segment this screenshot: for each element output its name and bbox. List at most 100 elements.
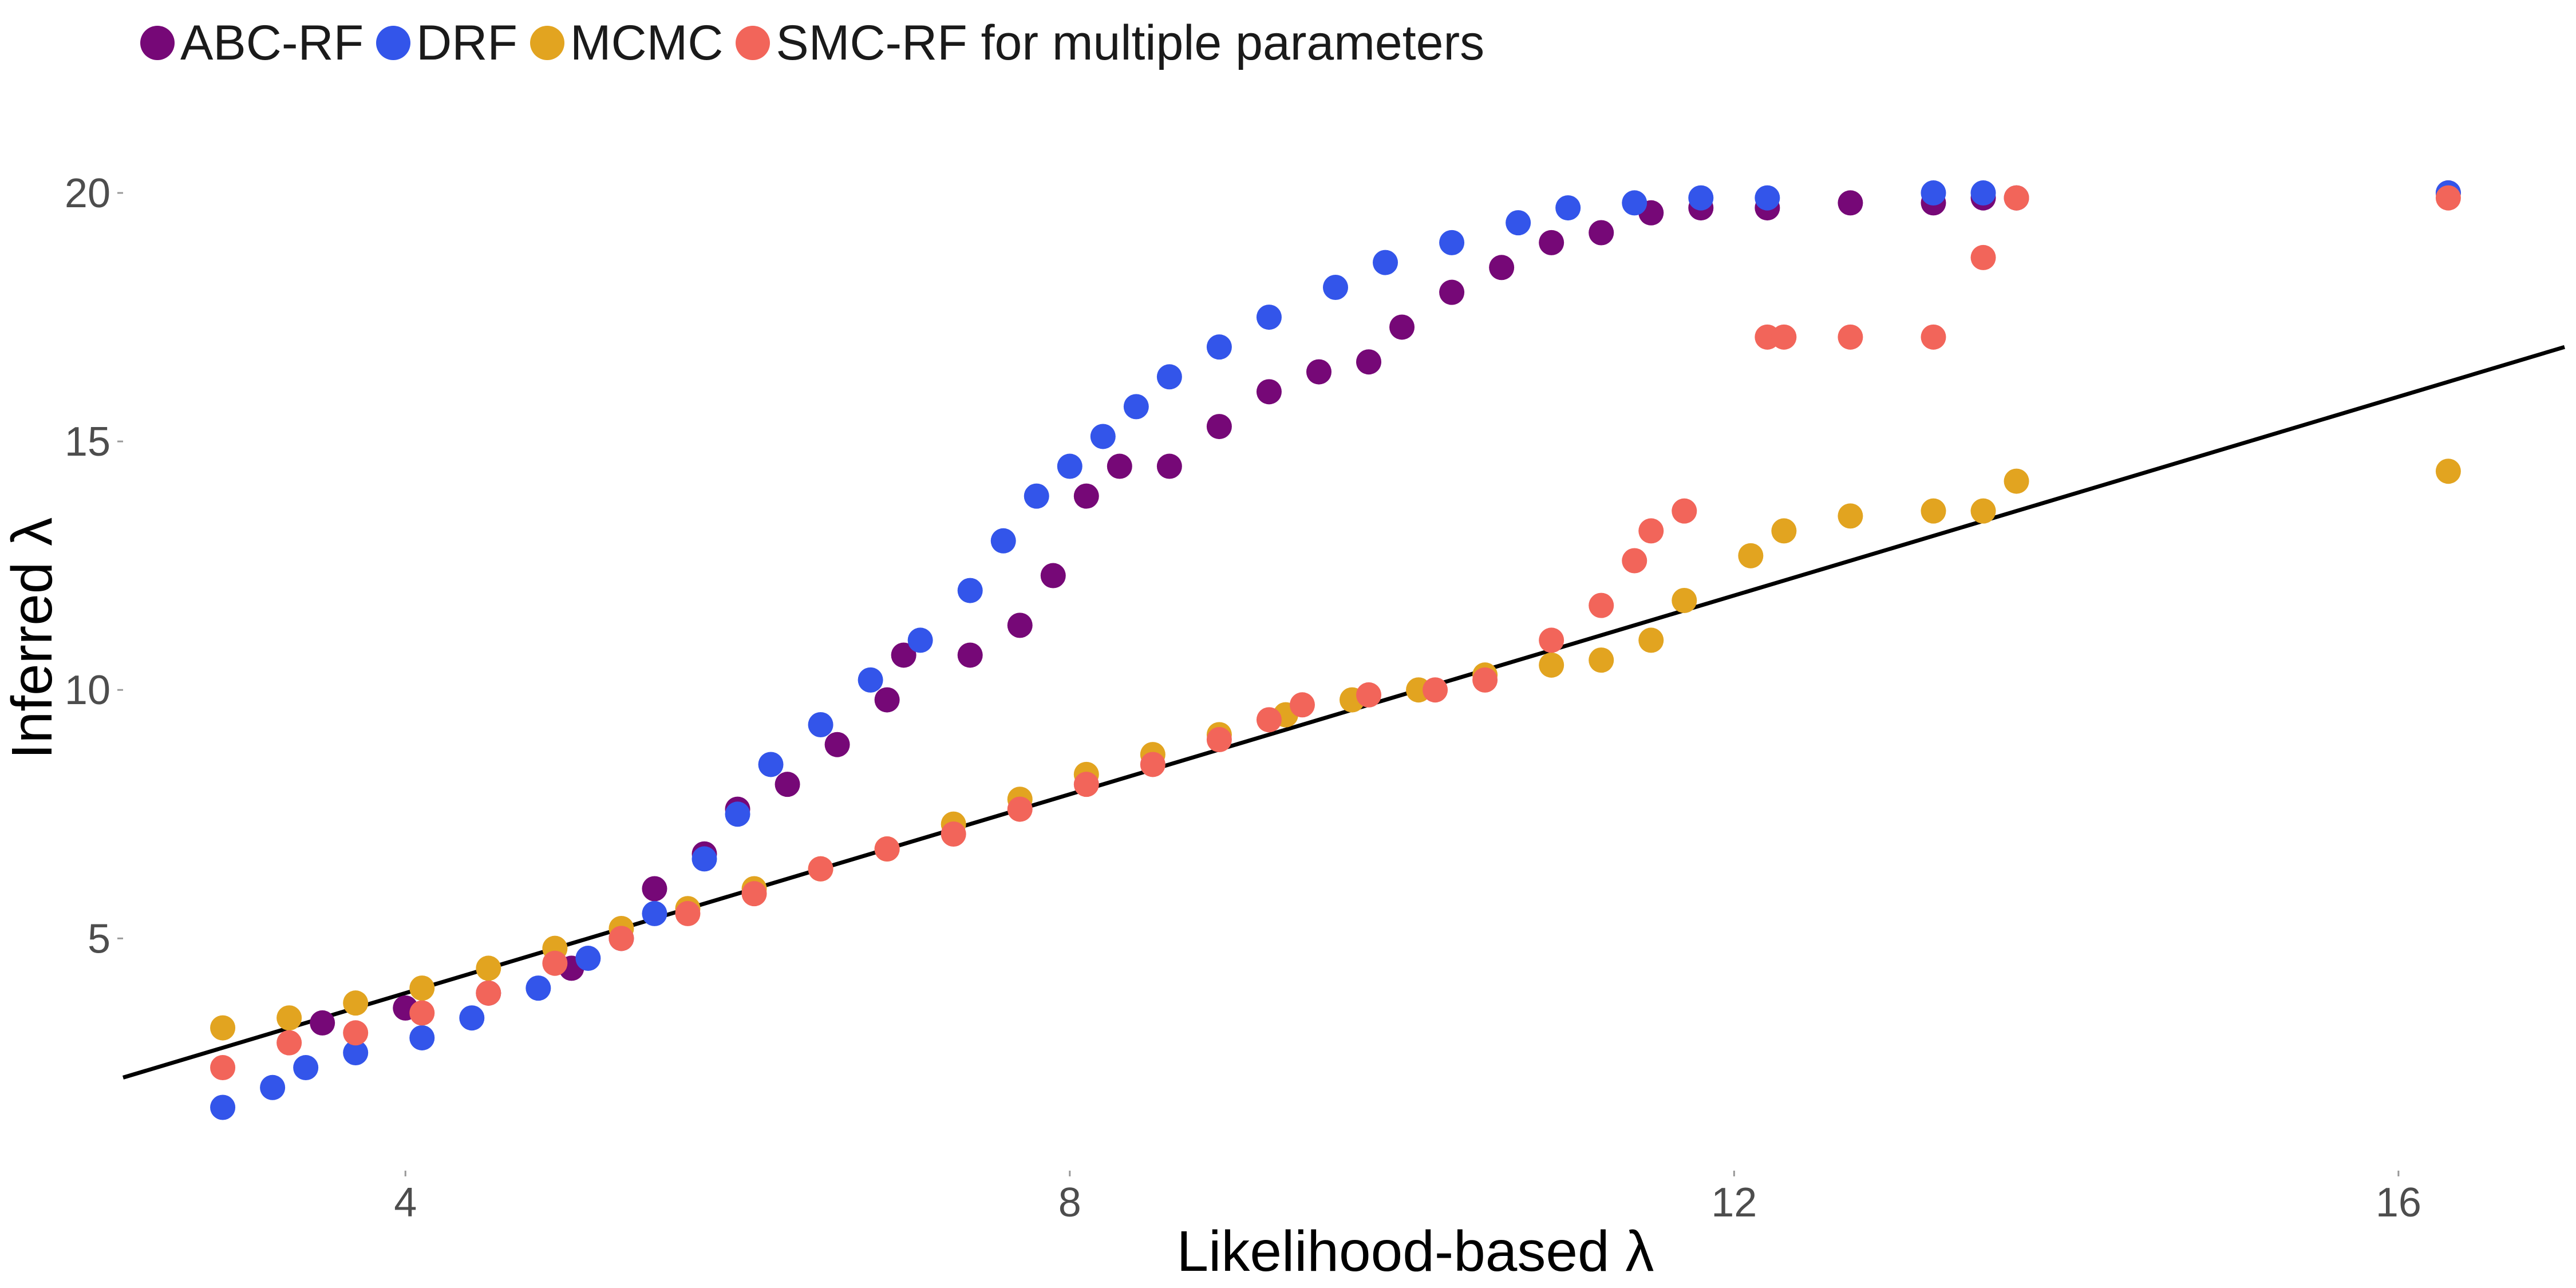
- legend-marker-icon: [376, 26, 411, 60]
- series-2-point: [1589, 647, 1614, 673]
- series-3-point: [2435, 185, 2461, 211]
- legend-label: DRF: [416, 15, 517, 70]
- series-3-point: [1672, 498, 1697, 524]
- series-1-point: [1755, 185, 1780, 211]
- series-3-point: [409, 1000, 435, 1026]
- series-3-point: [343, 1020, 369, 1046]
- series-3-point: [1423, 677, 1448, 703]
- series-2-point: [210, 1015, 236, 1041]
- series-1-point: [957, 578, 983, 603]
- legend-item-0: ABC-RF: [140, 15, 364, 72]
- chart-legend: ABC-RF DRF MCMC SMC-RF for multiple paramet…: [140, 11, 1484, 74]
- series-3-point: [1970, 244, 1996, 270]
- series-3-point: [1771, 324, 1797, 350]
- legend-label: MCMC: [570, 15, 724, 70]
- series-3-point: [1921, 324, 1946, 350]
- series-3-point: [1289, 692, 1315, 718]
- series-1-point: [725, 801, 750, 827]
- series-2-point: [1738, 543, 1764, 568]
- series-0-point: [1838, 190, 1863, 216]
- reference-line-layer: [122, 345, 2566, 1080]
- legend-item-1: DRF: [376, 15, 517, 72]
- series-0-point: [1356, 349, 1382, 375]
- x-tick-label: 16: [2376, 1180, 2421, 1226]
- legend-item-2: MCMC: [530, 15, 724, 72]
- series-1-point: [907, 627, 933, 653]
- series-2-point: [1539, 652, 1564, 678]
- series-3-point: [476, 980, 501, 1006]
- series-1-point: [1322, 275, 1348, 300]
- y-axis-title: Inferred λ: [0, 517, 64, 759]
- series-1-point: [1090, 424, 1116, 449]
- series-0-point: [1539, 230, 1564, 255]
- series-3-point: [1140, 752, 1165, 777]
- series-0-point: [1489, 255, 1515, 280]
- series-1-point: [1970, 180, 1996, 206]
- series-0-trace: [322, 193, 2448, 1023]
- series-1-point: [1123, 394, 1149, 420]
- series-1-point: [692, 846, 717, 872]
- series-0-point: [1007, 613, 1033, 638]
- series-2-point: [2004, 468, 2029, 494]
- series-3-point: [741, 881, 767, 907]
- axis-layer: 4 8 12 16 5 10 15 20: [65, 171, 2421, 1226]
- legend-marker-icon: [140, 26, 175, 60]
- series-1-point: [1506, 210, 1531, 236]
- y-tick-label: 10: [65, 667, 110, 713]
- series-1-point: [1688, 185, 1714, 211]
- series-1-point: [1057, 453, 1082, 479]
- series-1-point: [293, 1055, 319, 1081]
- series-0-point: [1439, 279, 1465, 305]
- identity-reference-line: [122, 345, 2566, 1080]
- series-1-point: [758, 752, 784, 777]
- series-3: [210, 185, 2461, 1081]
- points-layer: [210, 180, 2461, 1120]
- series-3-point: [1589, 592, 1614, 618]
- series-3-point: [1007, 796, 1033, 822]
- series-1-point: [1024, 483, 1049, 509]
- y-tick-label: 20: [65, 171, 110, 216]
- series-1: [210, 180, 2461, 1120]
- series-0-point: [1107, 453, 1132, 479]
- series-1-point: [575, 946, 601, 971]
- series-1-point: [526, 975, 551, 1001]
- series-2-point: [1638, 627, 1664, 653]
- series-0-point: [824, 732, 850, 757]
- series-3-point: [1256, 707, 1282, 733]
- series-0-point: [1306, 359, 1332, 385]
- series-0-point: [775, 772, 800, 797]
- series-0: [310, 180, 2461, 1036]
- series-3-point: [1073, 772, 1099, 797]
- legend-label: ABC-RF: [180, 15, 364, 70]
- series-3-point: [1356, 682, 1382, 708]
- series-0-point: [1256, 379, 1282, 405]
- series-2-point: [1771, 518, 1797, 544]
- series-0-point: [1156, 453, 1182, 479]
- series-3-point: [542, 950, 568, 976]
- series-1-point: [1373, 250, 1398, 275]
- series-2-point: [476, 955, 501, 981]
- series-3-point: [941, 821, 966, 847]
- series-1-point: [642, 900, 667, 926]
- legend-item-3: SMC-RF for multiple parameters: [736, 15, 1484, 72]
- series-0-point: [1040, 563, 1066, 588]
- legend-label: SMC-RF for multiple parameters: [776, 15, 1485, 70]
- series-1-point: [990, 528, 1016, 554]
- series-3-point: [2004, 185, 2029, 211]
- series-1-point: [1921, 180, 1946, 206]
- series-2-point: [276, 1005, 302, 1031]
- series-3-point: [276, 1030, 302, 1056]
- series-0-point: [310, 1010, 335, 1036]
- series-3-point: [874, 836, 900, 862]
- series-3-point: [1838, 324, 1863, 350]
- series-1-point: [459, 1005, 485, 1031]
- series-3-point: [1638, 518, 1664, 544]
- y-tick-label: 5: [88, 916, 110, 962]
- series-3-point: [1539, 627, 1564, 653]
- series-0-point: [1206, 414, 1232, 440]
- series-3-point: [1206, 727, 1232, 753]
- x-axis-title: Likelihood-based λ: [1177, 1219, 1654, 1283]
- series-3-point: [609, 926, 634, 951]
- series-2-point: [1838, 503, 1863, 529]
